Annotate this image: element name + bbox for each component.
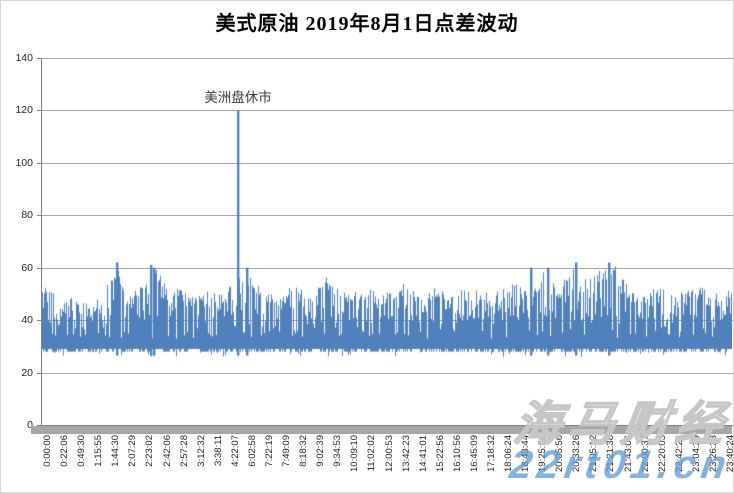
axis-band (31, 426, 732, 434)
y-tick-label: 60 (21, 261, 33, 274)
y-tick-mark (37, 372, 42, 374)
y-tick-mark (37, 267, 42, 269)
y-tick-label: 0 (27, 419, 33, 431)
y-tick-label: 100 (15, 156, 33, 169)
chart-title: 美式原油 2019年8月1日点差波动 (215, 13, 519, 35)
y-tick-mark (37, 162, 42, 164)
watermark-url: 22rt01.cn (507, 443, 734, 487)
y-tick-mark (37, 215, 42, 217)
y-tick-mark (37, 320, 42, 322)
y-tick-label: 80 (21, 209, 33, 222)
market-closed-annotation: 美洲盘休市 (204, 90, 272, 105)
y-tick-mark (37, 110, 42, 112)
y-tick-mark (37, 58, 42, 59)
y-tick-mark (37, 425, 42, 426)
y-tick-label: 120 (15, 104, 33, 117)
plot-area (37, 58, 733, 426)
y-tick-label: 40 (21, 314, 33, 327)
spread-series-plot (42, 58, 732, 425)
y-tick-label: 20 (21, 366, 33, 379)
y-tick-label: 140 (15, 52, 33, 64)
